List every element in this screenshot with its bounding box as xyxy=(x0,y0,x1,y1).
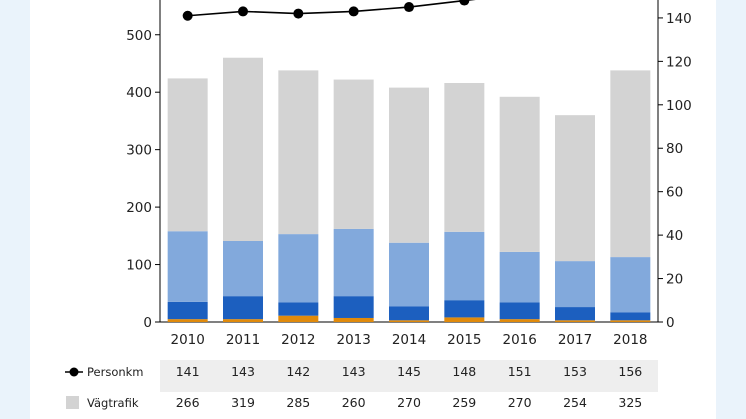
bar-segment-vagtrafik xyxy=(278,70,319,235)
x-tick-label: 2012 xyxy=(281,332,315,348)
bar-segment-vagtrafik xyxy=(389,87,429,243)
bar-segment-orange xyxy=(278,315,319,322)
table-cell: 148 xyxy=(452,364,476,379)
table-cell: 145 xyxy=(397,364,421,379)
x-tick-label: 2013 xyxy=(336,332,370,348)
right-tick-label: 60 xyxy=(666,185,683,201)
table-cell: 325 xyxy=(618,395,642,410)
bar-segment-vagtrafik xyxy=(444,83,485,232)
right-tick-label: 140 xyxy=(666,11,692,27)
table-cell: 270 xyxy=(508,395,532,410)
left-tick-label: 200 xyxy=(126,200,152,216)
bar-segment-dark-blue xyxy=(499,302,540,320)
table-cell: 270 xyxy=(397,395,421,410)
bar-segment-light-blue xyxy=(555,261,595,308)
right-tick-label: 40 xyxy=(666,228,683,244)
personkm-point xyxy=(459,0,470,6)
bar-segment-dark-blue xyxy=(389,306,429,321)
x-tick-label: 2010 xyxy=(170,332,204,348)
personkm-point xyxy=(348,6,359,17)
table-cell: 259 xyxy=(452,395,476,410)
x-tick-label: 2014 xyxy=(392,332,426,348)
table-row-label: Personkm xyxy=(87,365,144,379)
table-cell: 319 xyxy=(231,395,255,410)
table-cell: 260 xyxy=(342,395,366,410)
right-tick-label: 0 xyxy=(666,315,675,331)
table-cell: 142 xyxy=(286,364,310,379)
right-tick-label: 80 xyxy=(666,141,683,157)
left-tick-label: 500 xyxy=(126,28,152,44)
table-cell: 143 xyxy=(231,364,255,379)
bar-segment-orange xyxy=(333,317,374,322)
bar-segment-dark-blue xyxy=(278,302,319,316)
bar-segment-light-blue xyxy=(499,251,540,303)
bar-segment-vagtrafik xyxy=(167,78,208,232)
chart-panel: 0 100 200 300 400 500 0 20 40 60 80 100 120 140 2010 20… xyxy=(30,0,716,419)
right-tick-label: 100 xyxy=(666,98,692,114)
bar-segment-dark-blue xyxy=(333,296,374,318)
bar-segment-light-blue xyxy=(389,242,429,307)
table-cell: 153 xyxy=(563,364,587,379)
bar-segment-light-blue xyxy=(610,257,651,313)
bar-segment-orange xyxy=(555,320,595,322)
bar-segment-vagtrafik xyxy=(610,70,651,258)
left-tick-label: 300 xyxy=(126,143,152,159)
table-cell: 254 xyxy=(563,395,587,410)
bar-segment-vagtrafik xyxy=(333,79,374,229)
table-cell: 143 xyxy=(342,364,366,379)
table-cell: 266 xyxy=(176,395,200,410)
left-tick-label: 0 xyxy=(143,315,152,331)
left-tick-label: 100 xyxy=(126,258,152,274)
bar-segment-light-blue xyxy=(167,231,208,302)
bar-segment-light-blue xyxy=(333,228,374,297)
right-tick-label: 20 xyxy=(666,272,683,288)
x-tick-label: 2015 xyxy=(447,332,481,348)
x-tick-label: 2011 xyxy=(226,332,260,348)
legend-personkm-dot xyxy=(69,367,79,377)
table-cell: 141 xyxy=(176,364,200,379)
x-tick-label: 2018 xyxy=(613,332,647,348)
bar-segment-vagtrafik xyxy=(555,115,595,262)
personkm-point xyxy=(182,10,193,21)
table-cell: 285 xyxy=(286,395,310,410)
bar-segment-orange xyxy=(167,319,208,322)
bar-segment-light-blue xyxy=(223,240,263,297)
table-cell: 156 xyxy=(618,364,642,379)
x-tick-label: 2017 xyxy=(558,332,592,348)
bar-segment-vagtrafik xyxy=(499,96,540,252)
bar-segment-dark-blue xyxy=(223,296,263,320)
table-row-label: Vägtrafik xyxy=(87,396,139,410)
bar-segment-orange xyxy=(223,319,263,322)
bar-segment-orange xyxy=(610,320,651,322)
bar-segment-orange xyxy=(389,320,429,322)
bar-segment-dark-blue xyxy=(444,300,485,318)
table-cell: 151 xyxy=(508,364,532,379)
right-tick-label: 120 xyxy=(666,54,692,70)
bar-segment-orange xyxy=(444,317,485,322)
chart-svg: 0 100 200 300 400 500 0 20 40 60 80 100 120 140 2010 20… xyxy=(65,0,692,419)
table-row-plain xyxy=(160,394,658,419)
bar-segment-dark-blue xyxy=(555,307,595,321)
bar-segment-light-blue xyxy=(278,234,319,303)
bar-segment-light-blue xyxy=(444,231,485,301)
personkm-point xyxy=(293,8,304,19)
bar-segment-dark-blue xyxy=(610,312,651,321)
personkm-point xyxy=(404,2,414,13)
personkm-point xyxy=(238,6,248,17)
table-row-shade xyxy=(160,360,658,392)
legend-vagtrafik-swatch xyxy=(66,396,79,409)
bar-segment-orange xyxy=(499,319,540,322)
bar-segment-dark-blue xyxy=(167,301,208,320)
x-tick-label: 2016 xyxy=(502,332,536,348)
left-tick-label: 400 xyxy=(126,85,152,101)
bar-segment-vagtrafik xyxy=(223,57,263,241)
